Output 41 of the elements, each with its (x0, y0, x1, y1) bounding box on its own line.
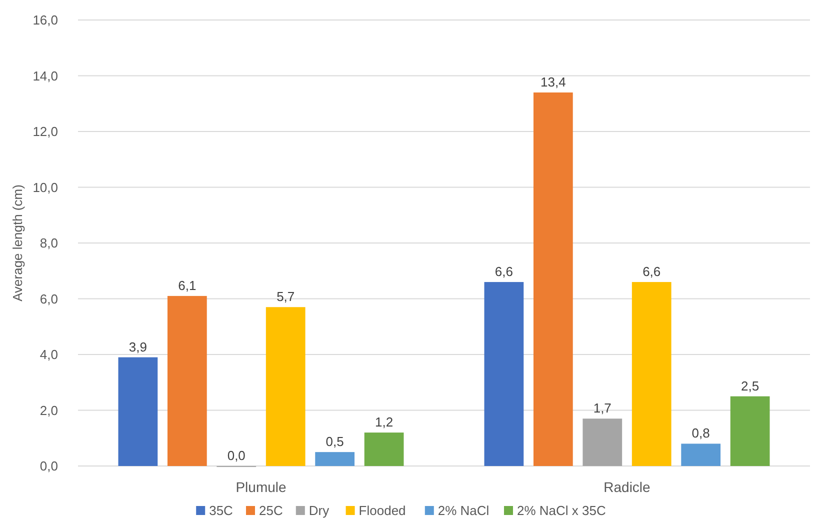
y-tick-label: 0,0 (40, 458, 58, 474)
bar (118, 357, 158, 466)
y-tick-label: 6,0 (40, 291, 58, 306)
x-tick-label: Radicle (604, 479, 651, 495)
data-label: 0,0 (227, 448, 246, 463)
y-tick-label: 8,0 (40, 236, 58, 251)
bar (266, 307, 306, 466)
bar (167, 296, 207, 466)
x-tick-label: Plumule (236, 479, 286, 495)
bar (632, 282, 672, 466)
data-label: 0,5 (326, 434, 344, 450)
data-label: 13,4 (540, 74, 566, 90)
data-label: 6,6 (494, 264, 513, 280)
bar (730, 396, 770, 466)
bar (582, 418, 622, 466)
bar (533, 92, 573, 466)
data-label: 0,8 (692, 426, 710, 441)
bar (364, 432, 404, 466)
legend-label: 2% NaCl (438, 503, 490, 518)
data-label: 1,2 (375, 414, 394, 430)
y-tick-label: 12,0 (32, 124, 58, 140)
legend-label: 25C (259, 503, 283, 518)
bar (315, 452, 355, 466)
data-label: 3,9 (128, 339, 147, 354)
data-label: 5,7 (276, 289, 295, 304)
legend-label: 2% NaCl x 35C (517, 503, 606, 518)
y-tick-label: 4,0 (40, 347, 58, 362)
y-tick-label: 16,0 (32, 12, 58, 28)
data-label: 1,7 (593, 400, 612, 416)
y-tick-label: 10,0 (32, 180, 58, 195)
data-label: 2,5 (741, 378, 760, 394)
data-label: 6,1 (178, 278, 196, 293)
y-tick-label: 2,0 (40, 402, 58, 418)
data-label: 6,6 (642, 264, 661, 280)
y-axis-title: Average length (cm) (10, 184, 25, 302)
bar (484, 282, 524, 466)
bar (681, 444, 721, 466)
y-tick-label: 14,0 (32, 68, 58, 84)
legend-label: Flooded (358, 503, 406, 518)
legend-label: 35C (209, 503, 233, 518)
legend-label: Dry (308, 503, 330, 518)
